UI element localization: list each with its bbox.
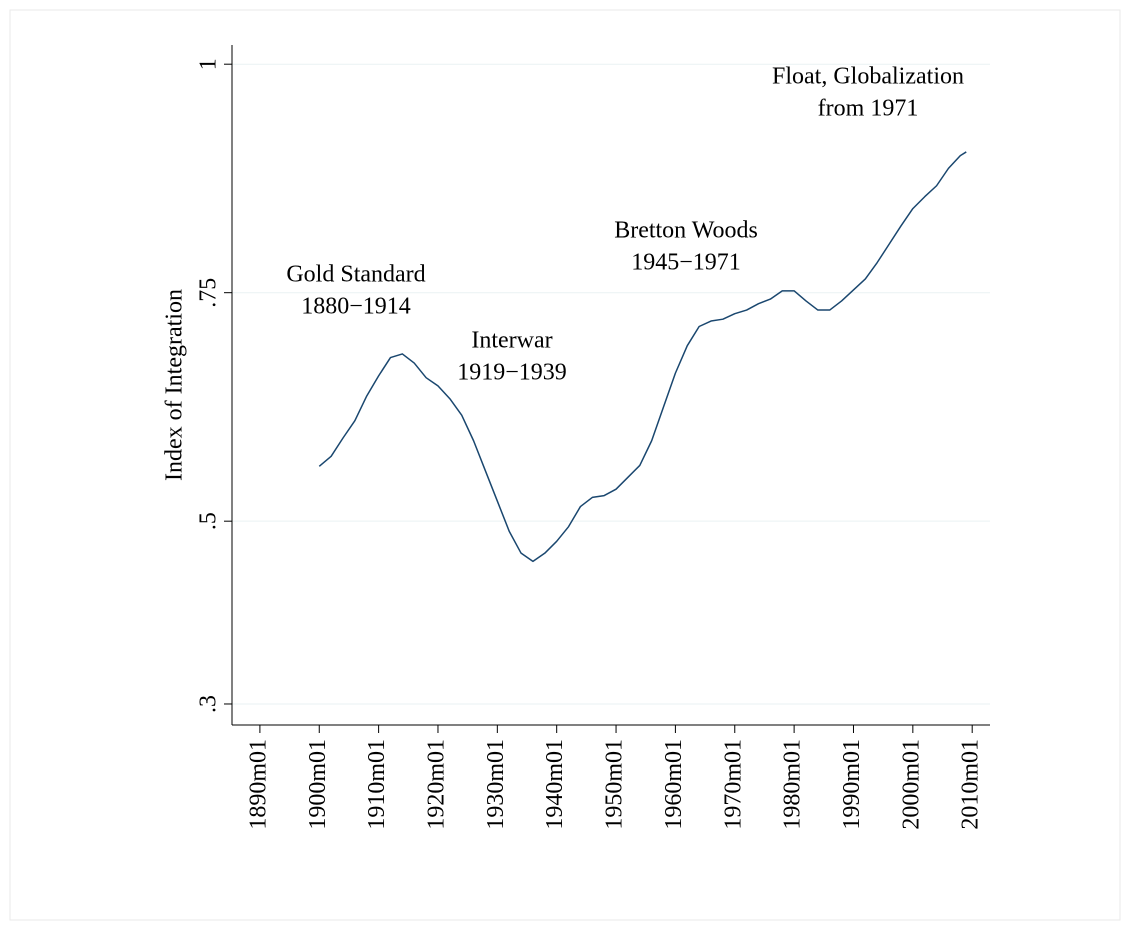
x-tick-label: 1980m01: [780, 739, 806, 830]
y-tick-label: 1: [196, 58, 222, 70]
x-tick-label: 1910m01: [364, 739, 390, 830]
x-tick-label: 2010m01: [958, 739, 984, 830]
x-tick-label: 1940m01: [542, 739, 568, 830]
x-tick-label: 2000m01: [898, 739, 924, 830]
x-tick-label: 1970m01: [720, 739, 746, 830]
y-tick-label: .3: [196, 695, 222, 713]
annotation: 1945−1971: [631, 250, 741, 276]
x-tick-label: 1950m01: [602, 739, 628, 830]
annotation: from 1971: [818, 96, 919, 122]
annotation: 1919−1939: [457, 360, 567, 386]
y-tick-label: .75: [196, 278, 222, 308]
frame: [9, 9, 1121, 921]
annotation: Float, Globalization: [772, 64, 964, 90]
annotation: Interwar: [471, 328, 552, 354]
y-axis-title: Index of Integration: [162, 289, 188, 481]
x-tick-label: 1990m01: [839, 739, 865, 830]
y-tick-label: .5: [196, 512, 222, 530]
annotation: 1880−1914: [301, 294, 411, 320]
x-tick-label: 1960m01: [661, 739, 687, 830]
x-tick-label: 1930m01: [483, 739, 509, 830]
x-tick-label: 1890m01: [245, 739, 271, 830]
x-tick-label: 1900m01: [305, 739, 331, 830]
annotation: Gold Standard: [286, 262, 425, 288]
x-tick-label: 1920m01: [423, 739, 449, 830]
data-line: [318, 151, 967, 563]
annotation: Bretton Woods: [614, 218, 758, 244]
